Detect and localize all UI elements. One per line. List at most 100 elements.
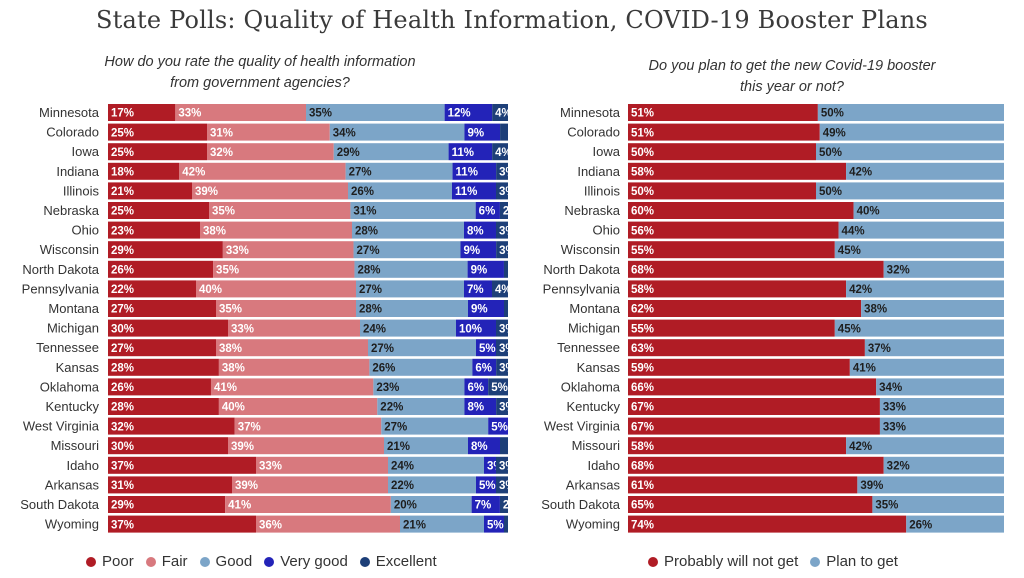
right-bar-minnesota-probably-will-not-get bbox=[628, 104, 818, 121]
right-bar-north-dakota-plan-to-get bbox=[883, 260, 1004, 278]
right-value-label-idaho-plan-to-get: 32% bbox=[887, 461, 910, 473]
left-value-label-indiana-poor: 18% bbox=[111, 167, 134, 179]
legend-label-plan-to-get: Plan to get bbox=[826, 553, 898, 570]
right-bar-nebraska-probably-will-not-get bbox=[628, 202, 854, 219]
left-value-label-west-virginia-good: 27% bbox=[384, 421, 407, 433]
legend-item-good: Good bbox=[199, 553, 253, 570]
left-category-label-kentucky: Kentucky bbox=[46, 399, 100, 414]
left-value-label-illinois-poor: 21% bbox=[111, 186, 134, 198]
left-bar-illinois-very-good bbox=[452, 182, 496, 200]
left-value-label-west-virginia-very-good: 5% bbox=[491, 421, 508, 433]
right-category-label-tennessee: Tennessee bbox=[557, 340, 620, 355]
right-value-label-colorado-plan-to-get: 49% bbox=[823, 127, 846, 139]
left-value-label-pennsylvania-good: 27% bbox=[359, 284, 382, 296]
right-value-label-kansas-probably-will-not-get: 59% bbox=[631, 363, 654, 375]
left-bar-south-dakota-good bbox=[390, 496, 472, 513]
legend-item-probably-will-not-get: Probably will not get bbox=[648, 553, 798, 570]
right-value-label-nebraska-plan-to-get: 40% bbox=[857, 206, 880, 218]
right-value-label-montana-plan-to-get: 38% bbox=[864, 304, 887, 316]
right-category-label-north-dakota: North Dakota bbox=[543, 262, 620, 277]
legend-swatch-poor bbox=[86, 556, 96, 567]
left-bar-montana-very-good bbox=[468, 300, 504, 317]
right-bar-oklahoma-plan-to-get bbox=[876, 378, 1004, 396]
left-category-label-north-dakota: North Dakota bbox=[22, 262, 99, 277]
left-value-label-michigan-poor: 30% bbox=[111, 323, 134, 335]
left-bar-michigan-excellent bbox=[496, 319, 508, 337]
left-bar-arkansas-very-good bbox=[476, 476, 496, 494]
right-bar-indiana-plan-to-get bbox=[846, 162, 1004, 180]
left-value-label-west-virginia-poor: 32% bbox=[111, 421, 134, 433]
right-value-label-nebraska-probably-will-not-get: 60% bbox=[631, 206, 654, 218]
right-value-label-idaho-probably-will-not-get: 68% bbox=[631, 461, 654, 473]
right-value-label-north-dakota-plan-to-get: 32% bbox=[887, 265, 910, 277]
left-value-label-missouri-very-good: 8% bbox=[471, 441, 488, 453]
left-value-label-pennsylvania-excellent: 4% bbox=[495, 284, 512, 296]
left-category-label-south-dakota: South Dakota bbox=[20, 497, 100, 512]
left-value-label-indiana-fair: 42% bbox=[182, 167, 205, 179]
left-value-label-south-dakota-excellent: 2% bbox=[503, 500, 520, 512]
left-bar-kentucky-fair bbox=[218, 398, 378, 415]
right-bar-kentucky-probably-will-not-get bbox=[628, 398, 880, 415]
right-bar-iowa-plan-to-get bbox=[816, 143, 1004, 161]
left-bar-iowa-excellent bbox=[492, 143, 508, 161]
left-category-label-wisconsin: Wisconsin bbox=[40, 242, 99, 257]
left-bar-arkansas-fair bbox=[232, 476, 388, 494]
right-bar-idaho-plan-to-get bbox=[883, 456, 1004, 474]
left-bar-south-dakota-fair bbox=[225, 496, 391, 513]
right-category-label-ohio: Ohio bbox=[593, 223, 620, 238]
legend-item-poor: Poor bbox=[86, 553, 134, 570]
right-category-label-south-dakota: South Dakota bbox=[541, 497, 621, 512]
right-bar-kansas-plan-to-get bbox=[849, 358, 1004, 376]
left-bar-arkansas-good bbox=[388, 476, 476, 494]
left-bar-tennessee-poor bbox=[108, 339, 216, 357]
right-value-label-oklahoma-plan-to-get: 34% bbox=[879, 382, 902, 394]
left-bar-north-dakota-excellent bbox=[503, 260, 508, 278]
right-value-label-montana-probably-will-not-get: 62% bbox=[631, 304, 654, 316]
left-bar-indiana-excellent bbox=[496, 162, 508, 180]
left-category-label-iowa: Iowa bbox=[72, 144, 100, 159]
left-category-label-wyoming: Wyoming bbox=[45, 517, 99, 532]
right-value-label-pennsylvania-probably-will-not-get: 58% bbox=[631, 284, 654, 296]
left-legend: Poor Fair Good Very good Excellent bbox=[86, 553, 449, 570]
right-bar-missouri-probably-will-not-get bbox=[628, 437, 847, 455]
left-value-label-kansas-excellent: 3% bbox=[499, 363, 516, 375]
left-value-label-oklahoma-poor: 26% bbox=[111, 382, 134, 394]
left-value-label-nebraska-fair: 35% bbox=[212, 206, 235, 218]
left-value-label-arkansas-very-good: 5% bbox=[479, 480, 496, 492]
left-value-label-kansas-very-good: 6% bbox=[475, 363, 492, 375]
left-value-label-tennessee-excellent: 3% bbox=[499, 343, 516, 355]
left-bar-tennessee-fair bbox=[216, 339, 368, 357]
right-bar-south-dakota-plan-to-get bbox=[872, 496, 1004, 513]
right-category-label-kentucky: Kentucky bbox=[567, 399, 621, 414]
left-bar-west-virginia-good bbox=[381, 417, 489, 435]
left-value-label-oklahoma-good: 23% bbox=[376, 382, 399, 394]
legend-swatch-good bbox=[199, 556, 210, 567]
left-bar-michigan-poor bbox=[108, 319, 228, 337]
left-value-label-tennessee-poor: 27% bbox=[111, 343, 134, 355]
left-bar-kansas-good bbox=[369, 358, 473, 376]
left-value-label-wyoming-fair: 36% bbox=[259, 519, 282, 531]
left-bar-illinois-fair bbox=[192, 182, 348, 200]
left-value-label-kentucky-fair: 40% bbox=[222, 402, 245, 414]
legend-item-fair: Fair bbox=[145, 553, 188, 570]
right-category-label-illinois: Illinois bbox=[584, 183, 621, 198]
left-value-label-pennsylvania-poor: 22% bbox=[111, 284, 134, 296]
right-bar-wyoming-probably-will-not-get bbox=[628, 515, 907, 533]
right-value-label-west-virginia-plan-to-get: 33% bbox=[883, 421, 906, 433]
right-bar-illinois-probably-will-not-get bbox=[628, 182, 816, 200]
left-value-label-iowa-very-good: 11% bbox=[452, 147, 474, 159]
left-bar-pennsylvania-very-good bbox=[464, 280, 492, 298]
left-bar-west-virginia-fair bbox=[234, 417, 382, 435]
left-bar-north-dakota-fair bbox=[213, 260, 355, 278]
left-value-label-wyoming-very-good: 5% bbox=[487, 519, 504, 531]
legend-label-good: Good bbox=[215, 553, 253, 570]
right-bar-iowa-probably-will-not-get bbox=[628, 143, 816, 161]
left-chart-question: How do you rate the quality of health in… bbox=[40, 52, 480, 94]
left-value-label-missouri-fair: 39% bbox=[231, 441, 254, 453]
right-bar-tennessee-probably-will-not-get bbox=[628, 339, 865, 357]
right-bar-illinois-plan-to-get bbox=[816, 182, 1004, 200]
right-bar-tennessee-plan-to-get bbox=[864, 339, 1004, 357]
legend-item-very-good: Very good bbox=[264, 553, 348, 570]
left-value-label-wyoming-poor: 37% bbox=[111, 519, 134, 531]
right-category-label-indiana: Indiana bbox=[577, 164, 620, 179]
